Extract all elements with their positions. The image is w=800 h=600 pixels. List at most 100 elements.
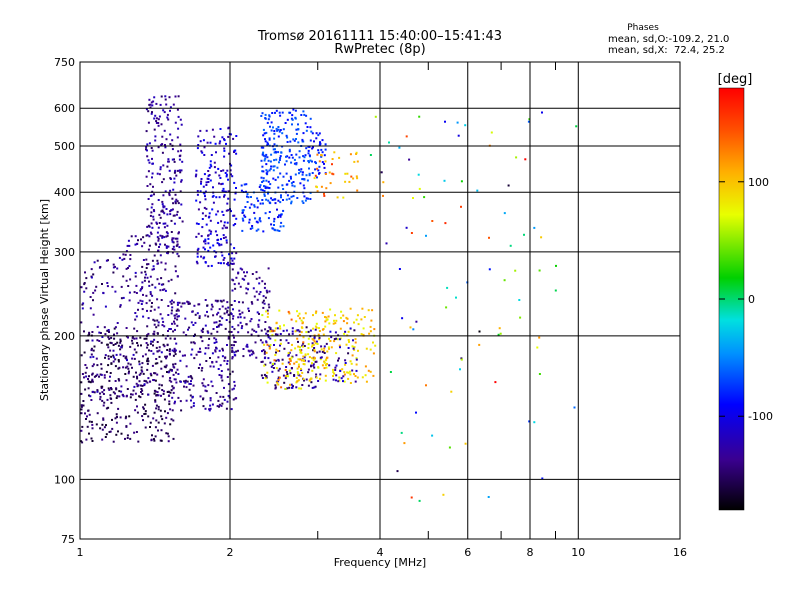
data-point: [285, 155, 287, 158]
data-point: [101, 438, 104, 441]
data-point: [201, 340, 204, 343]
data-point: [83, 283, 86, 286]
data-point: [370, 319, 373, 322]
data-point: [107, 364, 110, 367]
data-point: [157, 124, 160, 127]
data-point: [329, 182, 332, 185]
data-point: [161, 235, 164, 238]
data-point: [83, 282, 86, 284]
data-point: [209, 404, 212, 407]
data-point: [172, 391, 175, 394]
data-point: [157, 237, 160, 240]
data-point: [198, 317, 201, 319]
data-point: [173, 214, 176, 217]
data-point: [165, 103, 168, 106]
data-point: [220, 376, 223, 379]
data-point: [167, 371, 170, 374]
data-point: [200, 369, 203, 372]
data-point: [309, 198, 312, 200]
data-point: [152, 265, 155, 268]
data-point: [155, 404, 158, 407]
data-point: [119, 348, 122, 351]
data-point: [150, 374, 153, 377]
data-point: [347, 347, 350, 349]
data-point: [269, 160, 272, 163]
data-point: [95, 374, 98, 377]
data-point: [155, 243, 158, 246]
data-point: [106, 282, 109, 284]
data-point: [204, 324, 207, 327]
data-point: [272, 362, 274, 365]
data-point: [84, 364, 87, 366]
data-point: [157, 405, 160, 408]
y-tick-label: 100: [54, 473, 75, 486]
data-point: [418, 115, 421, 118]
data-point: [266, 330, 269, 333]
data-point: [80, 408, 83, 411]
data-point: [178, 169, 181, 172]
data-point: [301, 173, 304, 176]
data-point: [281, 145, 284, 148]
data-point: [343, 332, 346, 335]
data-point: [228, 152, 231, 155]
data-point: [190, 380, 192, 383]
data-point: [222, 262, 225, 265]
data-point: [216, 330, 219, 333]
data-point: [233, 181, 236, 184]
data-point: [150, 211, 153, 214]
data-point: [100, 387, 103, 389]
data-point: [279, 215, 282, 218]
data-point: [136, 375, 138, 378]
data-point: [135, 284, 138, 287]
data-point: [287, 310, 290, 313]
data-point: [171, 306, 174, 309]
data-point: [279, 155, 282, 158]
data-point: [320, 154, 323, 157]
data-point: [300, 387, 303, 390]
data-point: [241, 211, 244, 214]
data-point: [131, 336, 134, 339]
data-point: [273, 151, 276, 154]
data-point: [201, 226, 204, 229]
data-point: [292, 138, 295, 141]
data-point: [323, 162, 325, 165]
data-point: [270, 365, 273, 368]
x-tick-label: 2: [227, 546, 234, 559]
data-point: [338, 156, 341, 159]
data-point: [293, 158, 296, 161]
data-point: [208, 409, 211, 412]
data-point: [150, 222, 153, 225]
data-point: [269, 330, 272, 333]
data-point: [278, 309, 281, 312]
data-point: [105, 424, 107, 427]
data-point: [215, 360, 218, 363]
data-point: [315, 162, 317, 165]
data-point: [101, 423, 104, 426]
data-point: [88, 420, 91, 423]
data-point: [312, 359, 315, 362]
data-point: [203, 240, 205, 243]
data-point: [245, 183, 248, 186]
data-point: [131, 335, 134, 338]
data-point: [176, 315, 179, 318]
data-point: [131, 393, 134, 396]
data-point: [99, 373, 102, 376]
data-point: [538, 373, 541, 375]
data-point: [160, 360, 163, 363]
data-point: [274, 150, 277, 153]
data-point: [290, 318, 293, 321]
data-point: [136, 411, 139, 414]
data-point: [368, 332, 371, 335]
data-point: [278, 161, 280, 164]
data-point: [120, 346, 123, 349]
data-point: [146, 360, 149, 363]
data-point: [403, 442, 406, 445]
data-point: [155, 117, 158, 120]
data-point: [83, 376, 85, 379]
data-point: [233, 149, 236, 152]
data-point: [355, 369, 358, 372]
data-point: [109, 341, 112, 344]
data-point: [274, 387, 277, 390]
data-point: [85, 339, 88, 342]
